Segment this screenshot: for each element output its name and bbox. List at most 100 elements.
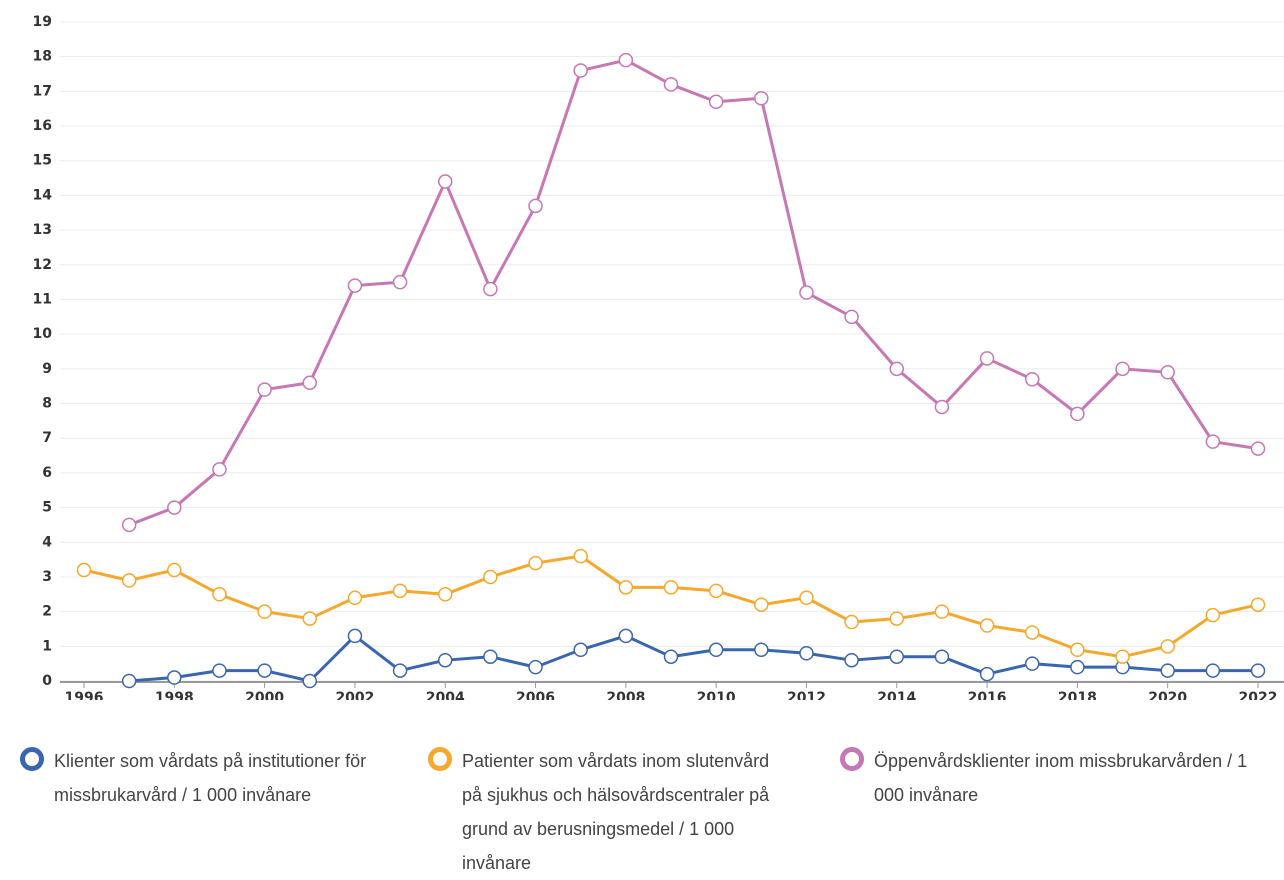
- point: [663, 649, 679, 664]
- legend-label: Öppenvårdsklienter inom missbrukarvården…: [874, 751, 1248, 805]
- x-tick-label: 2022: [1239, 690, 1278, 700]
- point: [257, 663, 272, 678]
- x-tick-label: 1996: [65, 690, 104, 700]
- point: [754, 91, 769, 106]
- point: [1160, 663, 1175, 678]
- point: [167, 562, 182, 578]
- y-tick-label: 2: [42, 604, 52, 620]
- point: [573, 548, 588, 564]
- y-tick-label: 17: [33, 83, 52, 99]
- point: [347, 590, 363, 606]
- y-tick-label: 4: [42, 534, 52, 550]
- point: [167, 670, 182, 685]
- point: [618, 580, 634, 595]
- series-line: [128, 58, 1259, 527]
- point: [844, 652, 859, 668]
- point: [347, 628, 363, 644]
- y-tick-label: 10: [33, 326, 53, 342]
- point: [618, 52, 634, 68]
- point: [1115, 649, 1130, 664]
- y-tick-label: 18: [33, 49, 52, 65]
- point: [302, 375, 318, 390]
- point: [1070, 642, 1085, 658]
- point: [844, 614, 859, 630]
- point: [528, 555, 543, 571]
- x-tick-label: 2016: [968, 690, 1007, 700]
- legend-label: Patienter som vårdats inom slutenvård på…: [462, 751, 770, 873]
- point: [1205, 607, 1221, 623]
- legend-item[interactable]: Klienter som vårdats på institutioner fö…: [20, 744, 414, 812]
- point: [573, 63, 588, 78]
- point: [392, 583, 408, 599]
- point: [1250, 663, 1266, 678]
- point: [1160, 639, 1175, 654]
- point: [799, 646, 814, 661]
- point: [663, 77, 679, 92]
- x-tick-label: 2006: [516, 690, 555, 700]
- y-tick-label: 6: [42, 465, 52, 481]
- legend-marker: [840, 747, 864, 771]
- point: [167, 500, 182, 515]
- point: [1250, 441, 1266, 456]
- point: [347, 278, 363, 293]
- point: [302, 611, 318, 626]
- x-tick-label: 2010: [697, 690, 736, 700]
- point: [889, 361, 905, 377]
- y-tick-label: 12: [33, 257, 52, 273]
- point: [754, 597, 769, 612]
- point: [799, 285, 814, 300]
- point: [844, 309, 859, 325]
- x-tick-label: 2002: [335, 690, 374, 700]
- point: [257, 382, 272, 397]
- point: [302, 673, 318, 689]
- x-tick-label: 2000: [245, 690, 284, 700]
- point: [754, 642, 769, 658]
- point: [979, 666, 995, 682]
- point: [392, 274, 408, 290]
- legend-label: Klienter som vårdats på institutioner fö…: [54, 751, 367, 805]
- point: [121, 517, 137, 533]
- legend-item[interactable]: Öppenvårdsklienter inom missbrukarvården…: [840, 744, 1254, 812]
- point: [979, 351, 995, 366]
- y-tick-label: 14: [33, 187, 53, 203]
- y-tick-label: 19: [33, 14, 52, 30]
- point: [257, 604, 272, 619]
- x-tick-label: 2004: [426, 690, 465, 700]
- x-tick-label: 2014: [877, 690, 916, 700]
- point: [437, 652, 453, 668]
- point: [799, 590, 814, 606]
- point: [528, 659, 543, 675]
- point: [708, 642, 724, 658]
- y-tick-label: 13: [33, 222, 52, 238]
- point: [1024, 656, 1040, 671]
- legend-item[interactable]: Patienter som vårdats inom slutenvård på…: [428, 744, 782, 880]
- point: [437, 174, 453, 189]
- y-tick-label: 5: [42, 500, 52, 516]
- point: [437, 587, 453, 602]
- point: [889, 649, 905, 664]
- point: [121, 573, 137, 588]
- point: [979, 618, 995, 633]
- point: [1024, 625, 1040, 640]
- point: [121, 673, 137, 689]
- point: [1115, 361, 1130, 377]
- y-tick-label: 15: [33, 153, 52, 169]
- point: [212, 462, 227, 477]
- legend-marker: [20, 747, 44, 771]
- point: [663, 580, 679, 595]
- point: [212, 663, 227, 678]
- point: [934, 399, 950, 415]
- point: [1024, 371, 1040, 387]
- point: [76, 562, 92, 578]
- point: [1205, 663, 1221, 678]
- series-line: [129, 634, 1258, 683]
- legend-marker: [428, 747, 452, 771]
- point: [934, 604, 950, 619]
- x-tick-label: 2018: [1058, 690, 1097, 700]
- y-tick-label: 11: [33, 291, 52, 307]
- point: [889, 611, 905, 626]
- y-tick-label: 7: [42, 430, 52, 446]
- point: [483, 569, 498, 585]
- point: [708, 94, 724, 110]
